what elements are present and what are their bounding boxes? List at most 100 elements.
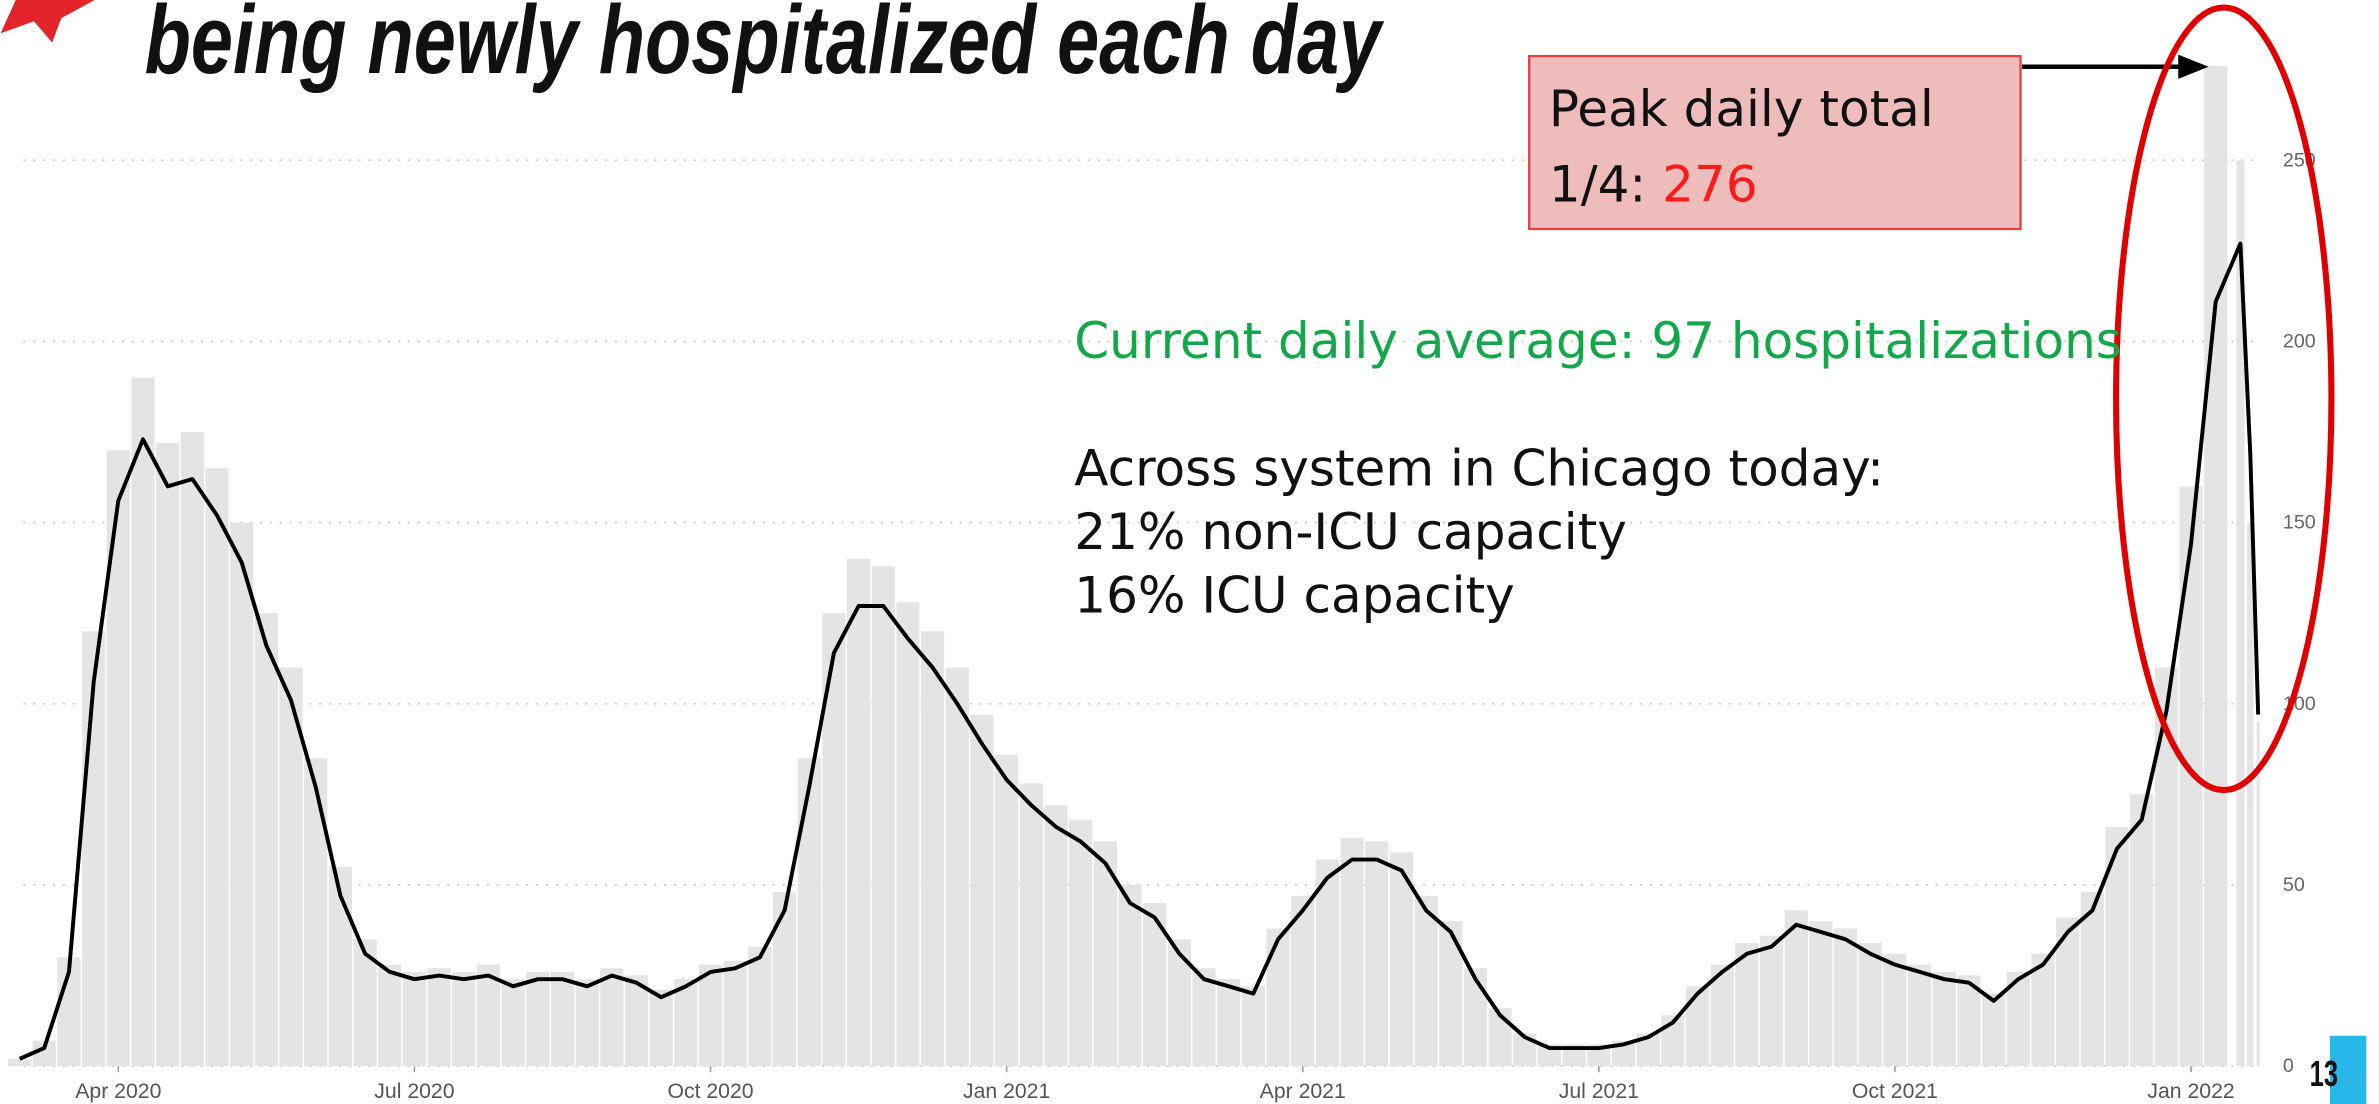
bar: [1636, 1033, 1660, 1067]
x-tick-label: Jul 2020: [374, 1080, 454, 1103]
bar: [1809, 921, 1833, 1067]
bar: [2080, 892, 2104, 1067]
bar: [427, 968, 451, 1067]
x-tick-label: Oct 2021: [1852, 1080, 1938, 1103]
bar: [378, 964, 402, 1067]
bar: [624, 975, 649, 1067]
system-heading: Across system in Chicago today:: [1074, 439, 1884, 497]
slide-title: being newly hospitalized each day: [145, 0, 1385, 94]
bar: [1192, 968, 1216, 1067]
star-logo: [0, 0, 95, 43]
x-tick-label: Jan 2022: [2147, 1080, 2234, 1103]
bar: [32, 1040, 56, 1067]
bar: [871, 566, 895, 1067]
bar: [846, 558, 871, 1067]
bar: [2154, 667, 2178, 1067]
bar: [723, 961, 747, 1067]
bar: [1291, 895, 1315, 1067]
peak-prefix: 1/4:: [1549, 156, 1662, 214]
bar: [1241, 986, 1265, 1067]
x-tick-label: Apr 2020: [75, 1080, 161, 1103]
line: [18, 241, 2261, 1061]
y-tick-label: 50: [2283, 874, 2305, 896]
bar: [452, 971, 476, 1067]
bar: [1834, 928, 1858, 1067]
bar: [1908, 964, 1932, 1067]
bar: [328, 866, 352, 1067]
bar: [501, 979, 525, 1067]
arrow-head: [2178, 54, 2209, 79]
bar: [106, 450, 130, 1067]
peak-box: [1528, 54, 2022, 231]
bar: [748, 946, 772, 1067]
bar: [254, 613, 278, 1067]
x-tick-label: Apr 2021: [1260, 1080, 1346, 1103]
peak-value: 276: [1662, 156, 1757, 214]
bar: [674, 979, 698, 1067]
y-tick-label: 0: [2283, 1055, 2294, 1077]
bar: [304, 758, 328, 1067]
bar: [896, 602, 920, 1067]
bar: [2256, 721, 2260, 1067]
page-number-tab: [2329, 1035, 2367, 1104]
bar: [1389, 852, 1414, 1067]
page-number: 13: [2310, 1053, 2338, 1094]
bar: [1710, 964, 1734, 1067]
bar: [230, 522, 254, 1067]
current-average: Current daily average: 97 hospitalizatio…: [1074, 312, 2122, 370]
bar: [2105, 826, 2129, 1067]
bar: [1439, 921, 1463, 1067]
bar: [1932, 971, 1956, 1067]
bar: [575, 979, 599, 1067]
bar: [1044, 805, 1068, 1067]
bar: [698, 964, 723, 1067]
y-tick-label: 150: [2283, 512, 2316, 534]
bar: [1685, 986, 1710, 1067]
bar: [1143, 903, 1167, 1067]
bar: [353, 939, 377, 1067]
bar: [205, 468, 229, 1067]
bar: [1463, 968, 1488, 1067]
bar: [131, 377, 155, 1067]
peak-label: Peak daily total: [1549, 80, 1934, 138]
bar: [2130, 794, 2154, 1067]
x-tick-label: Oct 2020: [667, 1080, 753, 1103]
bar: [797, 758, 821, 1067]
bar: [1759, 935, 1784, 1067]
bar: [2236, 160, 2245, 1067]
bar: [921, 631, 945, 1067]
bar: [1093, 841, 1117, 1067]
bar: [945, 667, 969, 1067]
bar: [1069, 819, 1093, 1067]
bar: [2247, 522, 2254, 1067]
bar: [2179, 486, 2203, 1067]
bar: [1957, 975, 1981, 1067]
bar: [1118, 884, 1142, 1067]
bar: [2006, 971, 2030, 1067]
bar: [402, 971, 427, 1067]
peak-date: 1/4: 276: [1549, 156, 1758, 214]
bar: [2056, 917, 2080, 1067]
bar: [476, 964, 501, 1067]
bar: [1266, 928, 1290, 1067]
bar: [8, 1058, 32, 1067]
bar: [649, 989, 673, 1067]
bar: [970, 714, 994, 1067]
bar: [1982, 993, 2006, 1067]
bar: [1217, 979, 1241, 1067]
bar: [1019, 783, 1043, 1067]
bar: [1167, 939, 1191, 1067]
bar: [2204, 66, 2228, 1067]
bar: [526, 971, 550, 1067]
bar: [1414, 895, 1438, 1067]
bar: [180, 432, 204, 1067]
bar: [1784, 910, 1808, 1067]
bar: [1735, 942, 1759, 1067]
bar: [1365, 841, 1389, 1067]
icu-capacity: 16% ICU capacity: [1074, 567, 1515, 625]
bar: [550, 971, 575, 1067]
peak-ellipse: [2113, 4, 2335, 794]
